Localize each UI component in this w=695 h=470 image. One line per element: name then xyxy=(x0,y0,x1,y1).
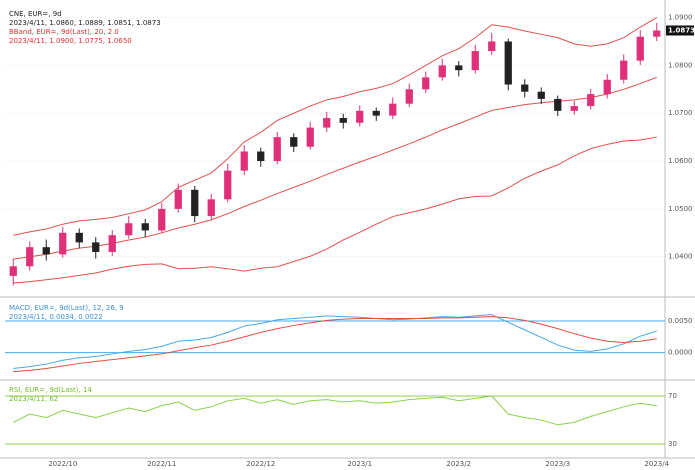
x-tick-label: 2023/4 xyxy=(644,460,669,468)
series-line xyxy=(13,76,657,260)
candle-body xyxy=(26,247,34,267)
candle-body xyxy=(438,65,446,78)
series-line xyxy=(13,136,657,284)
header-text: RSI, EUR=, 9d(Last), 14 xyxy=(9,386,92,394)
x-tick-label: 2022/10 xyxy=(48,460,77,468)
last-price-box xyxy=(666,25,694,36)
y-tick-label: 0.0050 xyxy=(668,317,693,325)
header-text: 2023/4/11, 0.0034, 0.0022 xyxy=(9,313,103,321)
x-tick-label: 2022/12 xyxy=(246,460,275,468)
candle-body xyxy=(42,247,50,255)
candle-body xyxy=(9,266,17,276)
header-text: 2023/4/11, 62 xyxy=(9,395,58,403)
candle-body xyxy=(455,65,463,71)
candle-body xyxy=(240,151,248,171)
y-tick-label: 1.0400 xyxy=(668,253,693,261)
series-line xyxy=(13,314,657,369)
candle-body xyxy=(207,199,215,217)
candle-body xyxy=(636,36,644,61)
candle-body xyxy=(75,232,83,243)
candle-body xyxy=(488,41,496,52)
candle-body xyxy=(389,103,397,116)
candle-body xyxy=(504,41,512,85)
candle-body xyxy=(323,118,331,128)
candle-body xyxy=(422,77,430,90)
y-tick-label: 70 xyxy=(668,392,677,400)
series-line xyxy=(13,395,657,426)
candle-body xyxy=(191,189,199,217)
y-tick-label: 1.0600 xyxy=(668,157,693,165)
y-tick-label: 1.0500 xyxy=(668,205,693,213)
series-line xyxy=(13,316,657,373)
candle-body xyxy=(570,106,578,111)
candle-body xyxy=(273,137,281,162)
candle-body xyxy=(92,242,100,252)
x-tick-label: 2023/3 xyxy=(545,460,570,468)
candle-body xyxy=(290,137,298,147)
y-tick-label: 1.0900 xyxy=(668,14,693,22)
series-line xyxy=(13,17,658,236)
candle-body xyxy=(306,127,314,147)
candle-body xyxy=(125,223,133,236)
candle-body xyxy=(174,189,182,209)
candle-body xyxy=(405,89,413,104)
header-text: 2023/4/11, 1.0860, 1.0889, 1.0851, 1.087… xyxy=(9,19,161,27)
header-text: CNE, EUR=, 9d xyxy=(9,10,62,18)
header-text: 2023/4/11, 1.0900, 1.0775, 1.0650 xyxy=(9,37,132,45)
candle-body xyxy=(158,208,166,231)
candle-body xyxy=(108,235,116,252)
candle-body xyxy=(372,110,380,116)
candle-body xyxy=(257,151,265,162)
candle-body xyxy=(59,232,67,255)
y-tick-label: 1.0800 xyxy=(668,61,693,69)
y-tick-label: 1.0700 xyxy=(668,109,693,117)
header-text: MACD, EUR=, 9d(Last), 12, 26, 9 xyxy=(9,304,124,312)
y-tick-label: 30 xyxy=(668,440,677,448)
candle-body xyxy=(471,51,479,71)
last-price-label: 1.0873 xyxy=(668,26,695,34)
candle-body xyxy=(537,91,545,99)
candle-body xyxy=(587,94,595,107)
candle-body xyxy=(224,170,232,200)
y-tick-label: 0.0000 xyxy=(668,349,693,357)
candle-body xyxy=(339,118,347,123)
candle-body xyxy=(554,98,562,111)
x-tick-label: 2022/11 xyxy=(147,460,176,468)
candle-body xyxy=(620,60,628,80)
x-tick-label: 2023/1 xyxy=(347,460,372,468)
header-text: BBand, EUR=, 9d(Last), 20, 2.0 xyxy=(9,28,119,36)
candle-body xyxy=(141,223,149,231)
candle-body xyxy=(653,30,661,37)
x-tick-label: 2023/2 xyxy=(446,460,471,468)
candle-body xyxy=(603,79,611,95)
candle-body xyxy=(521,84,529,92)
candle-body xyxy=(356,110,364,123)
